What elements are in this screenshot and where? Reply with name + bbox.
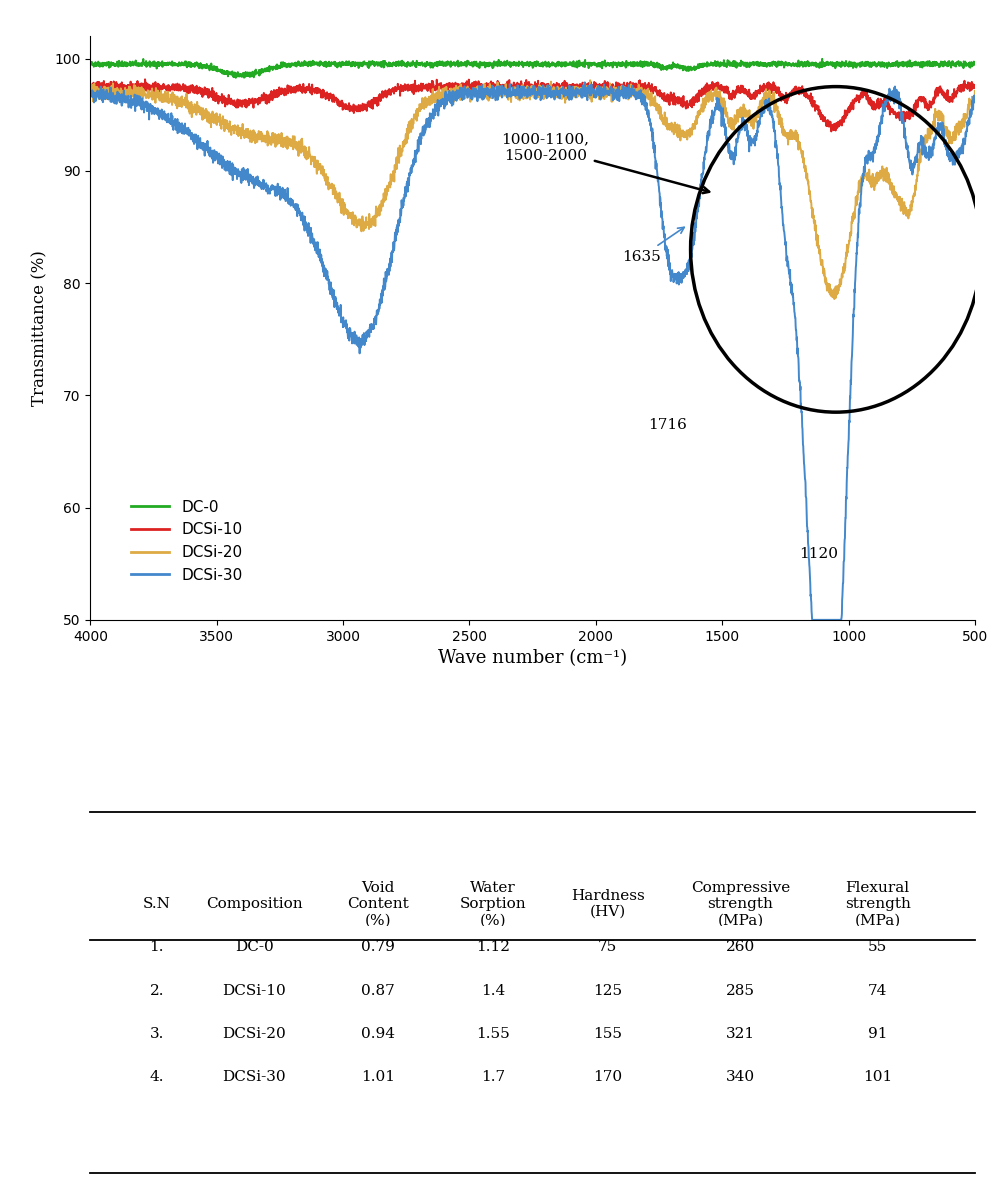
Y-axis label: Transmittance (%): Transmittance (%) — [32, 250, 49, 405]
Line: DCSi-20: DCSi-20 — [90, 81, 975, 300]
DCSi-30 — [646, 134, 658, 148]
DCSi-30 — [501, 87, 514, 101]
DCSi-20 — [609, 82, 621, 96]
DC-0 — [969, 58, 981, 72]
DCSi-10 — [900, 105, 913, 119]
DC-0 — [609, 55, 621, 70]
Text: 1716: 1716 — [648, 417, 687, 432]
DC-0 — [900, 58, 913, 72]
DC-0 — [404, 57, 416, 71]
DCSi-20 — [501, 82, 514, 96]
DCSi-20 — [900, 205, 913, 219]
DC-0 — [501, 57, 514, 71]
DCSi-30 — [404, 166, 416, 180]
DC-0 — [816, 52, 828, 66]
DCSi-30 — [969, 91, 981, 106]
DC-0 — [84, 57, 96, 71]
X-axis label: Wave number (cm⁻¹): Wave number (cm⁻¹) — [438, 650, 627, 668]
DCSi-20 — [269, 130, 281, 144]
Legend: DC-0, DCSi-10, DCSi-20, DCSi-30: DC-0, DCSi-10, DCSi-20, DCSi-30 — [125, 493, 248, 588]
DC-0 — [230, 71, 242, 85]
DCSi-20 — [969, 84, 981, 99]
Line: DC-0: DC-0 — [90, 59, 975, 78]
Line: DCSi-10: DCSi-10 — [90, 79, 975, 131]
DCSi-20 — [404, 114, 416, 129]
DCSi-10 — [609, 79, 621, 94]
Text: 1635: 1635 — [622, 227, 684, 263]
Text: 1120: 1120 — [799, 547, 838, 561]
DCSi-20 — [646, 97, 658, 112]
DCSi-10 — [825, 124, 837, 138]
Text: 1000-1100,
1500-2000: 1000-1100, 1500-2000 — [501, 132, 710, 194]
DCSi-10 — [646, 82, 658, 96]
DCSi-10 — [84, 77, 96, 91]
DCSi-30 — [806, 612, 818, 627]
DC-0 — [269, 61, 281, 76]
DC-0 — [646, 58, 658, 72]
DCSi-20 — [84, 85, 96, 100]
DCSi-20 — [828, 292, 840, 307]
DCSi-10 — [404, 83, 416, 97]
DCSi-10 — [501, 78, 514, 93]
DCSi-30 — [579, 75, 591, 89]
DCSi-30 — [609, 89, 621, 103]
DCSi-10 — [969, 78, 981, 93]
DCSi-10 — [139, 72, 151, 87]
DCSi-30 — [900, 141, 913, 155]
DCSi-30 — [269, 186, 281, 201]
DCSi-30 — [84, 89, 96, 103]
Line: DCSi-30: DCSi-30 — [90, 82, 975, 620]
DCSi-20 — [584, 73, 596, 88]
DCSi-10 — [269, 83, 281, 97]
